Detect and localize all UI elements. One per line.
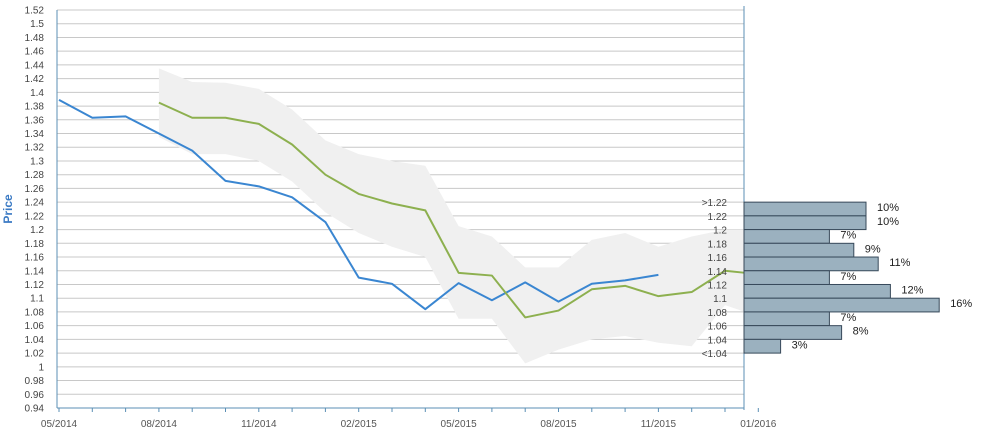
distribution-bar: [743, 311, 830, 327]
distribution-percent-label: 8%: [853, 326, 869, 338]
y-axis-title: Price: [1, 194, 15, 224]
y-tick-label: 1.02: [25, 349, 45, 360]
distribution-bar: [743, 242, 855, 258]
y-tick-label: 1.44: [25, 60, 45, 71]
y-tick-label: 1.04: [25, 335, 45, 346]
y-tick-label: 1.1: [30, 294, 44, 305]
distribution-bar: [743, 283, 891, 299]
distribution-category-label: 1.04: [708, 335, 728, 346]
x-tick-label: 05/2015: [441, 419, 478, 430]
distribution-bar: [743, 297, 940, 313]
y-tick-label: 1.52: [25, 6, 45, 17]
y-tick-label: 0.98: [25, 376, 45, 387]
y-tick-label: 1.08: [25, 307, 45, 318]
distribution-percent-label: 3%: [792, 339, 808, 351]
distribution-category-label: 1.12: [708, 280, 728, 291]
x-tick-label: 02/2015: [341, 419, 378, 430]
distribution-bar: [743, 256, 879, 272]
y-tick-label: 1.28: [25, 170, 45, 181]
distribution-bar: [743, 229, 830, 244]
distribution-category-label: >1.22: [702, 198, 728, 209]
x-tick-label: 08/2014: [141, 419, 178, 430]
distribution-category-label: 1.18: [708, 239, 728, 250]
x-tick-label: 08/2015: [540, 419, 577, 430]
distribution-percent-label: 7%: [840, 271, 856, 283]
distribution-category-label: 1.2: [713, 226, 727, 237]
y-tick-label: 1.3: [30, 156, 44, 167]
distribution-category-label: 1.08: [708, 308, 728, 319]
y-tick-label: 1.18: [25, 239, 45, 250]
distribution-percent-label: 10%: [877, 202, 899, 214]
y-tick-label: 1: [38, 362, 44, 373]
distribution-category-label: 1.06: [708, 322, 728, 333]
y-tick-label: 0.96: [25, 390, 45, 401]
y-tick-label: 1.34: [25, 129, 45, 140]
y-tick-label: 1.2: [30, 225, 44, 236]
distribution-category-label: 1.14: [708, 267, 728, 278]
distribution-percent-label: 7%: [840, 230, 856, 242]
distribution-percent-label: 9%: [865, 243, 881, 255]
distribution-percent-label: 7%: [840, 312, 856, 324]
distribution-category-label: <1.04: [702, 349, 728, 360]
forecast-band: [158, 68, 745, 364]
y-tick-label: 0.94: [25, 404, 45, 415]
y-tick-label: 1.24: [25, 198, 45, 209]
y-tick-label: 1.36: [25, 115, 45, 126]
distribution-bar: [743, 201, 867, 217]
y-tick-label: 1.5: [30, 19, 44, 30]
y-tick-label: 1.14: [25, 266, 45, 277]
distribution-percent-label: 10%: [877, 216, 899, 228]
actual-price-line: [58, 99, 659, 311]
forecast-price-line: [158, 101, 746, 319]
x-tick-label: 05/2014: [41, 419, 78, 430]
distribution-percent-label: 11%: [889, 257, 910, 269]
distribution-category-label: 1.1: [713, 294, 727, 305]
x-tick-label: 01/2016: [740, 419, 777, 430]
distribution-category-label: 1.16: [708, 253, 728, 264]
y-tick-label: 1.12: [25, 280, 45, 291]
y-tick-label: 1.32: [25, 143, 45, 154]
y-tick-label: 1.48: [25, 33, 45, 44]
distribution-bar: [743, 338, 782, 354]
distribution-percent-label: 16%: [950, 298, 972, 310]
x-tick-label: 11/2015: [641, 419, 677, 430]
distribution-bar: [743, 270, 830, 285]
y-tick-label: 1.42: [25, 74, 45, 85]
y-tick-label: 1.06: [25, 321, 45, 332]
distribution-category-label: 1.22: [708, 212, 728, 223]
y-tick-label: 1.16: [25, 253, 45, 264]
y-tick-label: 1.4: [30, 88, 44, 99]
y-tick-label: 1.46: [25, 47, 45, 58]
y-tick-label: 1.38: [25, 102, 45, 113]
y-tick-label: 1.22: [25, 211, 45, 222]
y-tick-label: 1.26: [25, 184, 45, 195]
distribution-bar: [743, 215, 867, 231]
distribution-percent-label: 12%: [901, 284, 923, 296]
x-tick-label: 11/2014: [241, 419, 277, 430]
distribution-bar: [743, 325, 843, 340]
